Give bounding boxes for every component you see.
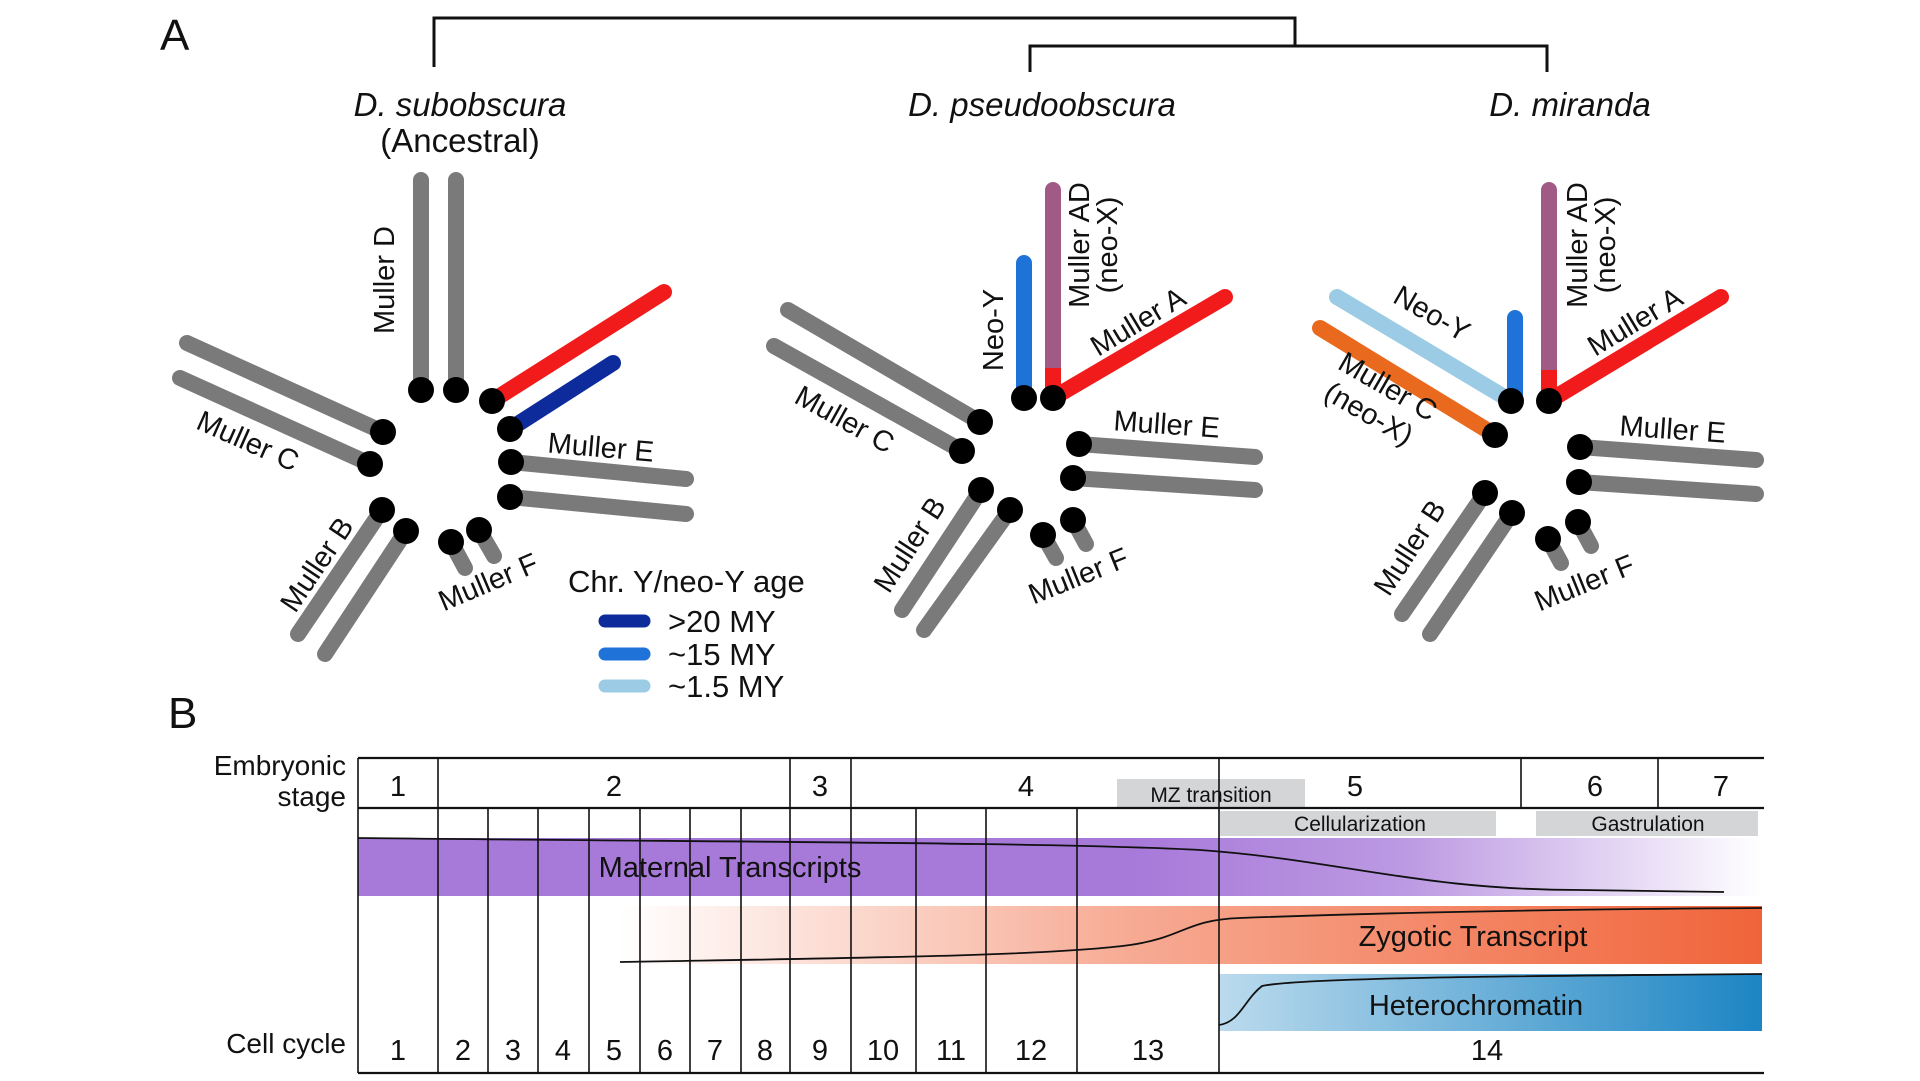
- y-chromosome-arm: [502, 355, 621, 437]
- cell-cycle-number: 12: [1015, 1035, 1047, 1067]
- panel-a-label: A: [160, 11, 190, 60]
- cell-cycle-number: 7: [707, 1035, 723, 1067]
- label-neo-y: Neo-Y: [978, 289, 1010, 371]
- centromeres: [949, 385, 1092, 548]
- label-muller-f: Muller F: [1530, 549, 1639, 618]
- muller-a-arm: [484, 284, 672, 409]
- cell-cycle-number: 2: [455, 1035, 471, 1067]
- label-muller-e: Muller E: [1618, 410, 1726, 449]
- cell-cycle-number: 8: [757, 1035, 773, 1067]
- zygotic-band: [620, 906, 1762, 964]
- zygotic-curve: [619, 907, 1763, 963]
- label-muller-d: Muller D: [369, 226, 401, 334]
- muller-a-arm: [1045, 289, 1233, 406]
- muller-c-arms: [766, 302, 988, 459]
- stage-numbers: 1 2 3 4 5 6 7: [390, 771, 1729, 803]
- cell-cycle-number: 14: [1471, 1035, 1503, 1067]
- heterochromatin-label: Heterochromatin: [1369, 990, 1583, 1022]
- label-neo-x: (neo-X): [1590, 197, 1622, 294]
- timeline-grid: [357, 756, 1764, 1075]
- muller-a-arm: [1541, 289, 1729, 409]
- legend-label-young: ~1.5 MY: [668, 669, 784, 704]
- cell-cycle-number: 3: [505, 1035, 521, 1067]
- centromeres: [357, 377, 524, 555]
- muller-c-neo-x-arm: [1312, 320, 1503, 443]
- cell-cycle-number: 13: [1132, 1035, 1164, 1067]
- cell-cycle-number: 1: [390, 1035, 406, 1067]
- neo-y-light-arm: [1329, 289, 1519, 409]
- species-subobscura-name: D. subobscura: [354, 86, 567, 123]
- gastrulation-label: Gastrulation: [1591, 813, 1704, 836]
- cell-cycle-numbers: 1 2 3 4 5 6 7 8 9 10 11 12 13 14: [390, 1035, 1503, 1067]
- centromeres: [1472, 388, 1593, 552]
- cell-cycle-number: 4: [555, 1035, 571, 1067]
- label-muller-ad: Muller AD: [1064, 182, 1096, 308]
- legend-label-mid: ~15 MY: [668, 637, 776, 672]
- embryonic-stage-header-1: Embryonic: [214, 750, 346, 781]
- age-legend: Chr. Y/neo-Y age >20 MY ~15 MY ~1.5 MY: [568, 564, 805, 704]
- muller-b-arms: [894, 482, 1018, 638]
- stage-number: 1: [390, 771, 406, 803]
- stage-number: 4: [1018, 771, 1034, 803]
- cell-cycle-header: Cell cycle: [226, 1028, 346, 1059]
- stage-number: 3: [812, 771, 828, 803]
- zygotic-label: Zygotic Transcript: [1359, 921, 1588, 953]
- heterochromatin-band: [1219, 974, 1762, 1031]
- heterochromatin-curve: [1218, 973, 1763, 1026]
- cellularization-label: Cellularization: [1294, 813, 1426, 836]
- stage-number: 2: [606, 771, 622, 803]
- cell-cycle-number: 11: [936, 1035, 966, 1067]
- muller-b-arms: [1394, 485, 1520, 642]
- legend-label-old: >20 MY: [668, 604, 776, 639]
- muller-e-arms: [1065, 436, 1263, 498]
- label-neo-x: (neo-X): [1092, 197, 1124, 294]
- gastrulation-box: [1536, 811, 1758, 836]
- maternal-label: Maternal Transcripts: [599, 852, 862, 884]
- cell-cycle-number: 6: [657, 1035, 673, 1067]
- cell-cycle-number: 10: [867, 1035, 899, 1067]
- maternal-band: [358, 838, 1762, 896]
- cell-cycle-number: 5: [606, 1035, 622, 1067]
- embryonic-stage-header-2: stage: [278, 781, 347, 812]
- mz-transition-box: [1117, 779, 1305, 809]
- species-pseudoobscura-name: D. pseudoobscura: [908, 86, 1176, 123]
- muller-d-arms: [413, 172, 464, 398]
- karyotype-miranda: Neo-Y Muller C (neo-X) Muller AD (neo-X)…: [1312, 182, 1764, 642]
- muller-c-arms: [172, 335, 391, 472]
- species-miranda-name: D. miranda: [1489, 86, 1650, 123]
- label-muller-ad: Muller AD: [1562, 182, 1594, 308]
- cellularization-box: [1220, 811, 1496, 836]
- muller-e-arms: [502, 454, 694, 522]
- cell-cycle-number: 9: [812, 1035, 828, 1067]
- stage-number: 7: [1713, 771, 1729, 803]
- phylogeny-tree: [432, 16, 1549, 72]
- muller-b-arms: [290, 502, 414, 662]
- stage-number: 6: [1587, 771, 1603, 803]
- panel-b-label: B: [168, 689, 197, 738]
- stage-number: 5: [1347, 771, 1363, 803]
- karyotype-pseudoobscura: Neo-Y Muller AD (neo-X) Muller A Muller …: [766, 182, 1263, 638]
- label-muller-e: Muller E: [1112, 405, 1220, 444]
- label-muller-f: Muller F: [1024, 542, 1133, 611]
- muller-e-arms: [1571, 439, 1764, 502]
- mz-transition-label: MZ transition: [1150, 784, 1271, 807]
- maternal-curve: [357, 837, 1725, 893]
- species-subobscura-note: (Ancestral): [380, 122, 540, 159]
- legend-title: Chr. Y/neo-Y age: [568, 564, 805, 599]
